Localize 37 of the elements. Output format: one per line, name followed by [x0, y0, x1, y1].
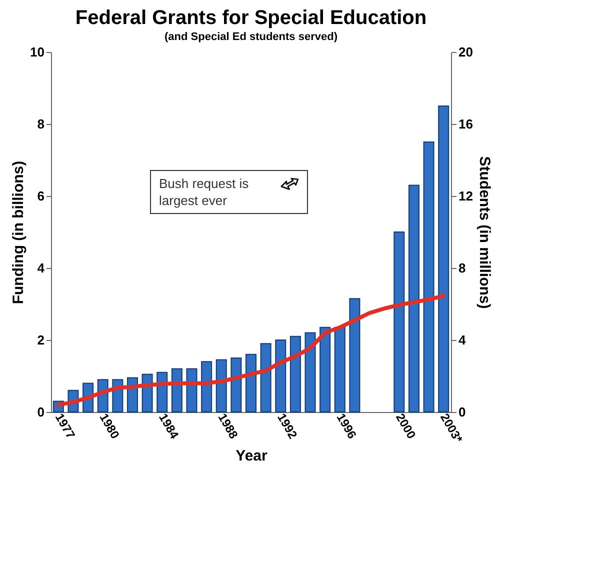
bar: [260, 343, 272, 412]
bar: [408, 184, 420, 412]
bar: [156, 372, 168, 412]
y-tick-label: 2: [37, 332, 44, 348]
bar: [394, 232, 405, 412]
bar: [216, 359, 227, 412]
y-tick-label: 4: [37, 260, 46, 276]
y2-tick-label: 8: [458, 260, 466, 276]
y-tick-label: 6: [37, 188, 44, 204]
annotation: Bush request is largest ever: [159, 175, 250, 209]
chart-title: Federal Grants for Special Education: [75, 7, 427, 29]
y-tick-label: 8: [37, 116, 44, 132]
bar: [334, 326, 346, 412]
bar: [320, 326, 331, 412]
y-axis-title: Funding (in billions): [10, 160, 28, 304]
chart-subtitle: (and Special Ed students served): [164, 31, 338, 43]
y-tick-label: 0: [37, 404, 44, 420]
x-axis-title: Year: [236, 448, 268, 465]
bar: [246, 354, 256, 412]
bar: [186, 368, 198, 412]
bar: [423, 142, 434, 412]
bar: [230, 358, 242, 412]
y2-axis-title: Students (in millions): [476, 156, 493, 309]
bar: [201, 361, 212, 412]
callout-box: Bush request is largest ever: [150, 170, 308, 214]
bar: [290, 336, 301, 412]
bar: [171, 368, 182, 412]
y2-tick-label: 4: [458, 332, 466, 348]
line-series: [56, 294, 446, 407]
bar: [349, 298, 360, 412]
y-tick-label: 10: [30, 44, 44, 60]
bar: [304, 332, 316, 412]
y2-tick-label: 20: [458, 44, 473, 60]
y2-tick-label: 12: [458, 188, 473, 204]
bar: [275, 340, 286, 412]
y2-tick-label: 16: [458, 116, 473, 132]
bar: [438, 106, 450, 412]
